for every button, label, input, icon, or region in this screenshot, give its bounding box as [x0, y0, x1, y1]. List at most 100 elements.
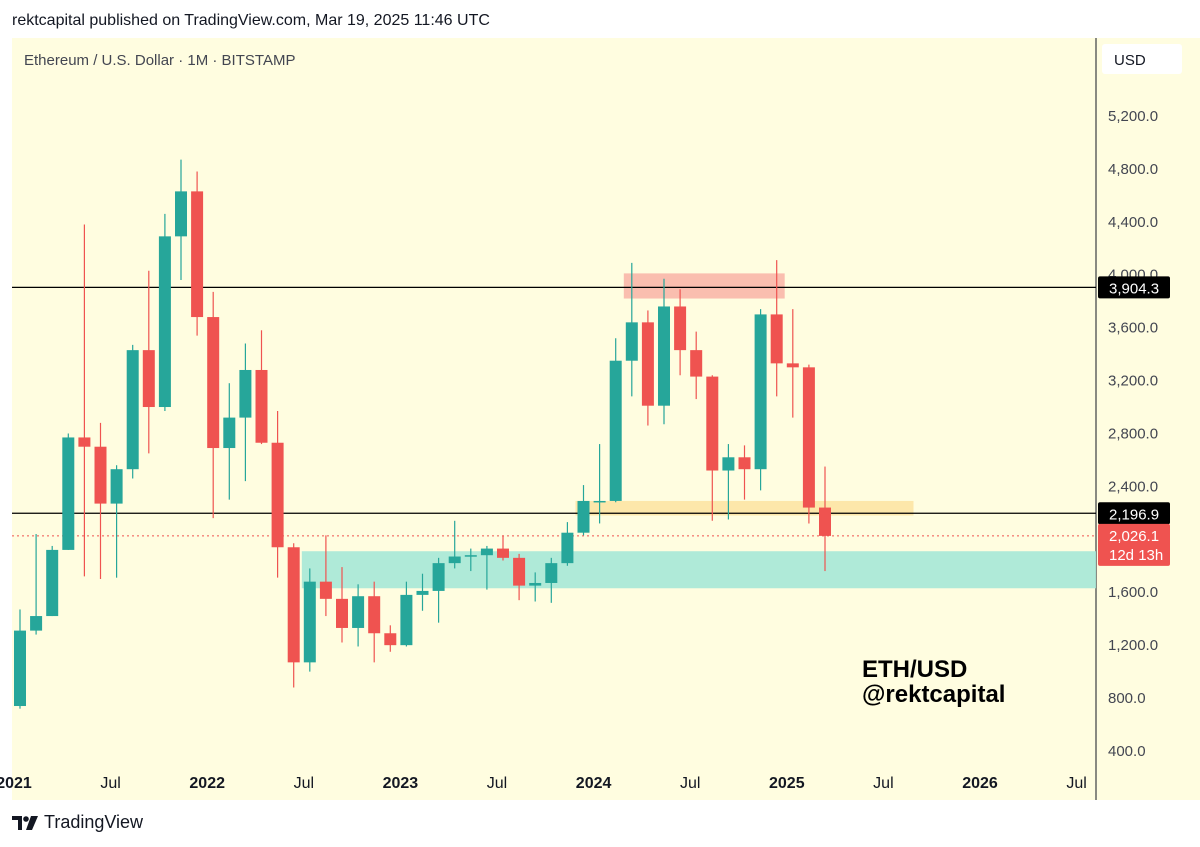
price-tag-label: 2,196.9 — [1109, 506, 1159, 523]
y-tick-label: 4,800.0 — [1108, 161, 1158, 178]
candle — [480, 545, 493, 590]
candle-body — [754, 314, 767, 470]
y-tick-label: 2,400.0 — [1108, 478, 1158, 495]
candle — [754, 309, 767, 491]
x-tick-label: 2021 — [0, 775, 32, 792]
candle-body — [432, 563, 445, 591]
zone-support-teal — [301, 551, 1096, 589]
candle — [239, 343, 252, 482]
candle — [416, 573, 429, 611]
tradingview-logo-icon — [12, 815, 38, 830]
candle — [722, 444, 735, 520]
price-scale-background — [1096, 38, 1200, 800]
x-tick-label: 2023 — [383, 775, 419, 792]
candle — [287, 543, 300, 688]
candle-body — [561, 532, 574, 564]
candle — [593, 444, 606, 524]
candle-body — [625, 322, 638, 361]
candle-body — [336, 598, 348, 628]
watermark-handle: @rektcapital — [862, 681, 1005, 708]
candle-body — [480, 548, 493, 556]
candle-body — [593, 500, 606, 503]
candle-body — [368, 596, 381, 634]
candle-body — [271, 442, 284, 548]
watermark-pair: ETH/USD — [862, 656, 967, 683]
candle-body — [690, 350, 703, 377]
x-tick-label: 2025 — [769, 775, 805, 792]
candle — [336, 567, 348, 643]
candle-body — [722, 457, 735, 471]
candle-body — [770, 314, 783, 364]
candle — [577, 485, 590, 536]
candle-body — [497, 548, 509, 558]
x-tick-label: Jul — [294, 775, 314, 792]
candle — [94, 422, 107, 580]
publisher-line: rektcapital published on TradingView.com… — [12, 12, 490, 29]
candle-body — [78, 437, 91, 447]
candle — [78, 224, 91, 577]
x-tick-label: 2026 — [962, 775, 998, 792]
candle-body — [110, 469, 123, 504]
chart-title: Ethereum / U.S. Dollar · 1M · BITSTAMP — [24, 52, 295, 69]
candle-body — [529, 582, 542, 586]
y-tick-label: 3,600.0 — [1108, 320, 1158, 337]
current-price-label: 2,026.1 — [1109, 528, 1159, 545]
candle-body — [126, 350, 139, 470]
candle — [14, 609, 26, 709]
candle — [625, 262, 638, 397]
y-tick-label: 1,200.0 — [1108, 637, 1158, 654]
candle-body — [142, 350, 155, 408]
candle — [529, 572, 542, 602]
candle — [319, 535, 332, 617]
candle — [545, 557, 558, 603]
candle — [110, 465, 123, 578]
candle — [513, 553, 526, 601]
candle — [46, 545, 59, 617]
candle — [690, 331, 703, 400]
tradingview-brand[interactable]: TradingView — [12, 812, 143, 833]
candle — [368, 581, 381, 663]
candle-body — [400, 594, 413, 646]
currency-label[interactable]: USD — [1114, 52, 1146, 69]
candle-body — [319, 581, 332, 599]
candle-body — [464, 555, 477, 557]
x-tick-label: Jul — [487, 775, 507, 792]
candle — [819, 466, 831, 572]
candle — [400, 581, 413, 647]
candle-body — [239, 369, 252, 418]
candle — [191, 171, 204, 336]
candle — [126, 344, 139, 479]
candle — [464, 548, 477, 572]
x-axis: 2021 Jul 2022 Jul 2023 Jul 2024 Jul 2025 Jul 2026 J… — [0, 775, 1087, 792]
y-tick-label: 5,200.0 — [1108, 108, 1158, 125]
candle — [786, 309, 799, 418]
candle-body — [94, 446, 107, 504]
candle — [352, 584, 365, 647]
candle — [802, 364, 815, 524]
candle — [30, 534, 43, 635]
candle — [142, 270, 155, 454]
candle-body — [191, 191, 204, 318]
x-tick-label: Jul — [1066, 775, 1086, 792]
y-tick-label: 4,400.0 — [1108, 214, 1158, 231]
candle — [497, 535, 509, 561]
currency-box[interactable] — [1102, 44, 1182, 74]
candle-body — [641, 322, 654, 406]
candle-body — [287, 547, 300, 663]
candle — [770, 260, 783, 397]
candle-body — [674, 306, 687, 351]
candle — [738, 445, 751, 500]
candle-body — [30, 616, 43, 631]
y-tick-label: 3,200.0 — [1108, 373, 1158, 390]
candle — [609, 338, 622, 503]
chart-area-background — [12, 38, 1096, 800]
candle — [641, 310, 654, 426]
candle — [271, 410, 284, 578]
candle-body — [738, 457, 751, 470]
candles-layer — [14, 159, 831, 709]
x-tick-label: 2024 — [576, 775, 612, 792]
bar-countdown-label: 12d 13h — [1109, 547, 1163, 564]
candle-body — [207, 317, 220, 449]
candle-body — [223, 417, 236, 449]
